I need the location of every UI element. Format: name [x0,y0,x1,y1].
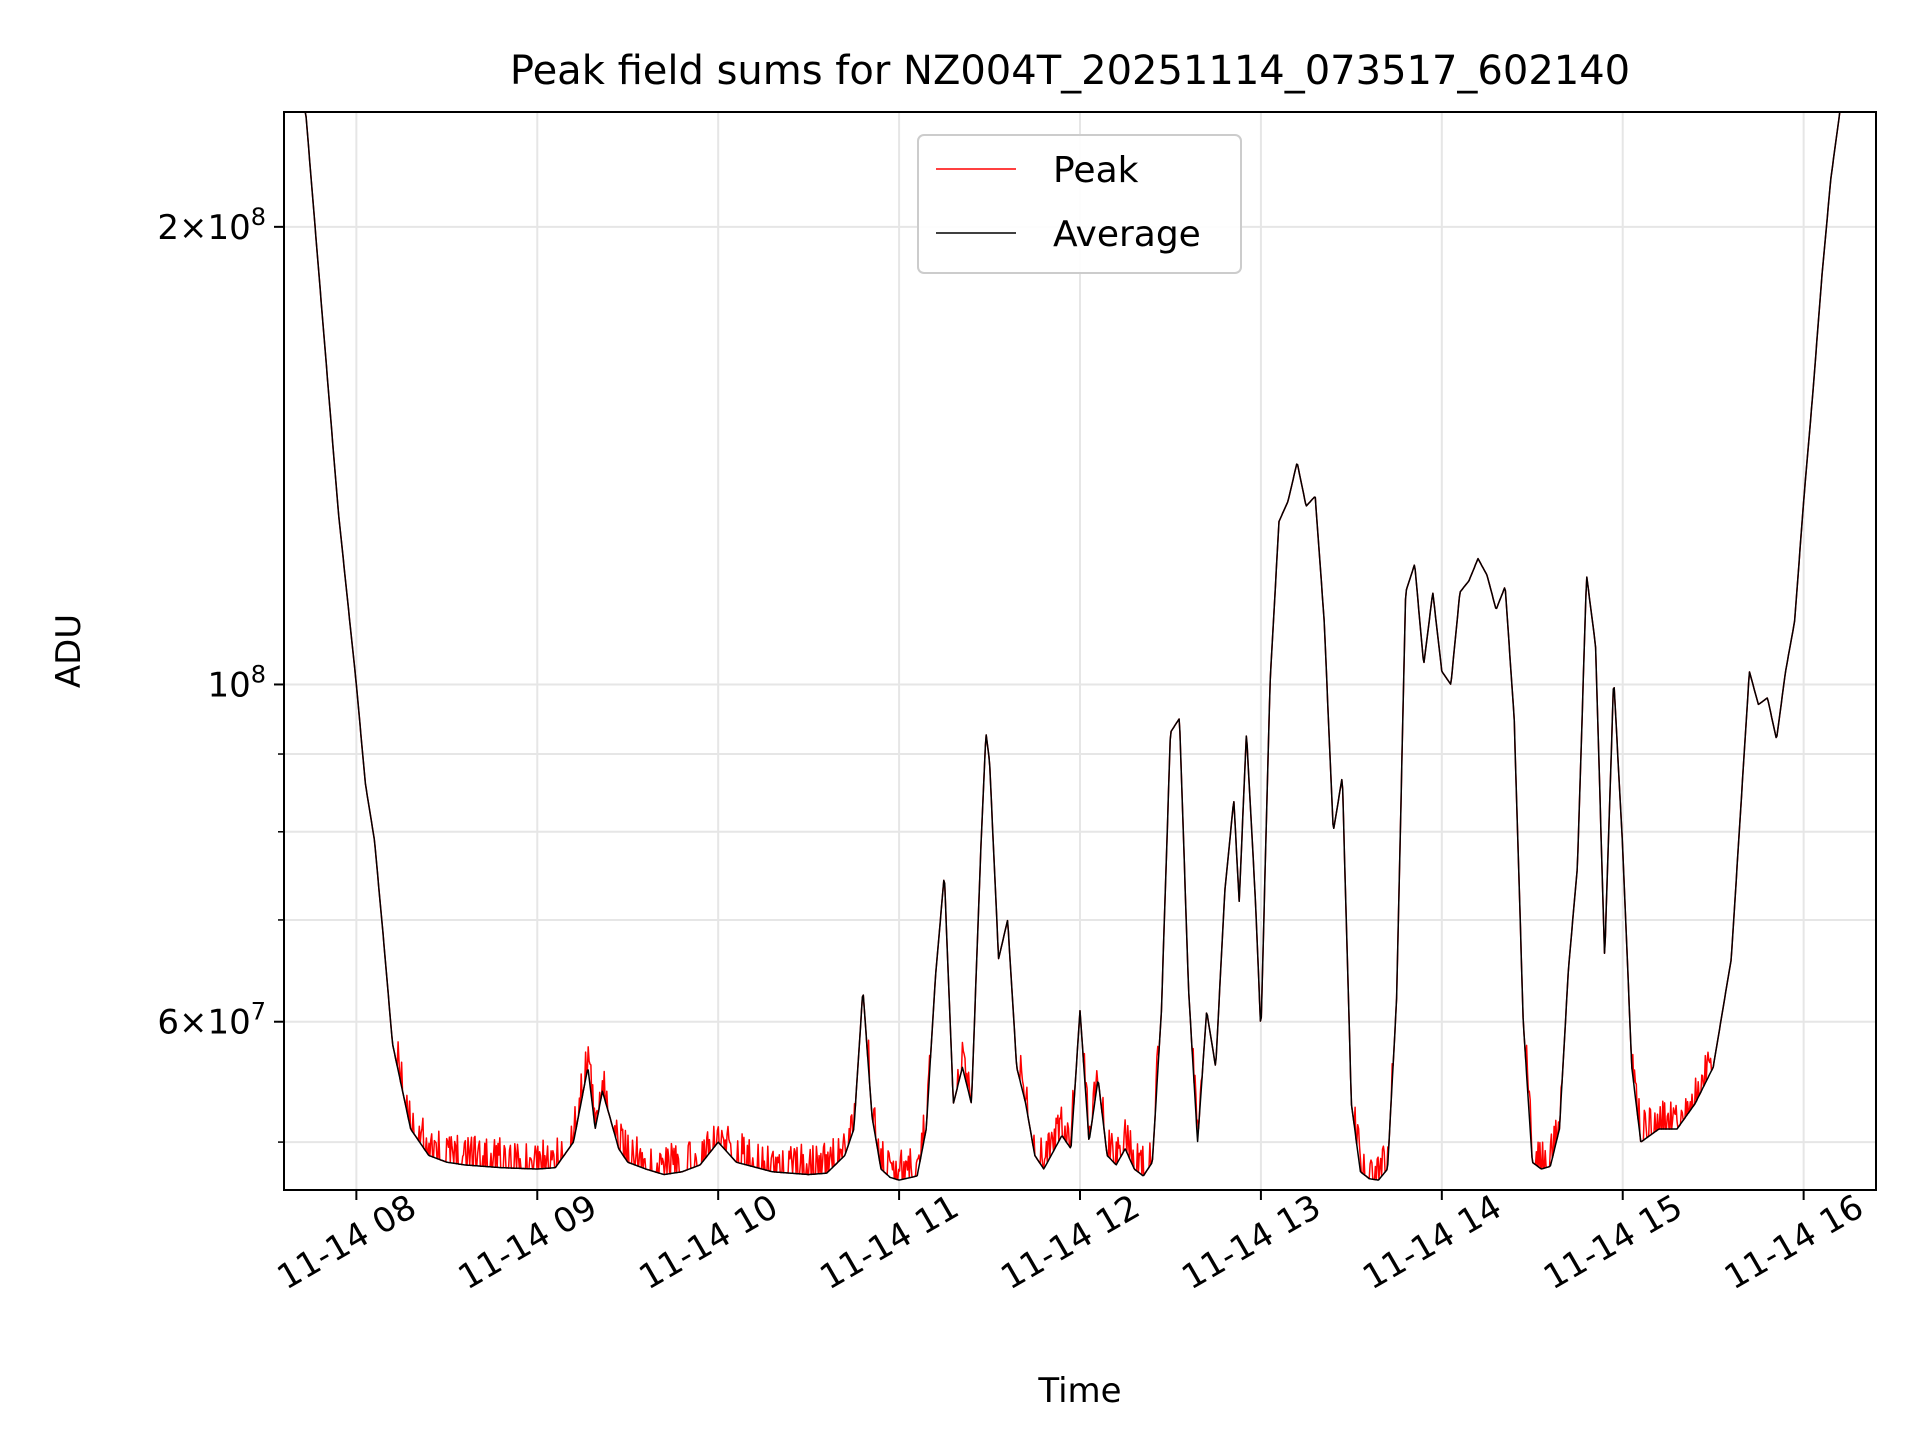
legend-average-label: Average [1053,214,1201,255]
legend: Peak Average [917,134,1242,274]
y-tick-label: 108 [207,660,266,705]
legend-peak-label: Peak [1053,150,1139,191]
chart-title: Peak field sums for NZ004T_20251114_0735… [510,48,1630,94]
y-tick-label: 6×107 [157,998,266,1043]
y-tick-label: 2×108 [157,203,266,248]
y-axis-label: ADU [49,614,89,688]
series-layer [284,112,1849,1181]
y-axis: 6×107 108 2×108 [157,203,284,1143]
x-axis-label: Time [1037,1371,1121,1411]
series-line-average [284,112,1849,1181]
